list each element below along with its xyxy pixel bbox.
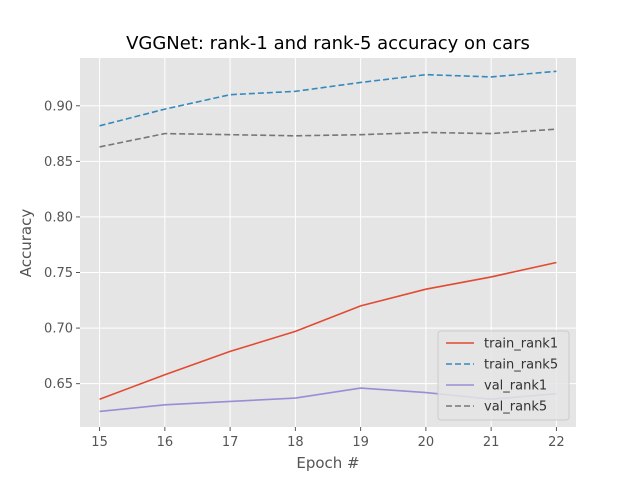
legend-label-val-rank5: val_rank5	[484, 400, 547, 415]
series-line-val-rank5	[99, 128, 557, 148]
y-tick-label: 0.75	[44, 266, 73, 281]
y-tick-label: 0.65	[44, 377, 73, 392]
legend: train_rank1 train_rank5 val_rank1 val_rank5	[437, 330, 570, 421]
y-axis-ticks: 0.65 0.70 0.75 0.80 0.85 0.90	[44, 99, 80, 392]
x-tick-label: 22	[548, 435, 565, 450]
x-tick-label: 18	[287, 435, 304, 450]
grid-lines	[80, 58, 576, 427]
x-axis-ticks: 15 16 17 18 19 20 21 22	[91, 427, 565, 450]
y-tick-label: 0.90	[44, 99, 73, 114]
x-tick-label: 15	[91, 435, 108, 450]
x-tick-label: 17	[222, 435, 239, 450]
y-axis-label: Accuracy	[17, 209, 35, 278]
legend-label-train-rank5: train_rank5	[484, 358, 558, 373]
chart-title: VGGNet: rank-1 and rank-5 accuracy on ca…	[126, 33, 530, 54]
y-tick-label: 0.85	[44, 155, 73, 170]
y-tick-label: 0.70	[44, 322, 73, 337]
y-tick-label: 0.80	[44, 210, 73, 225]
x-tick-label: 21	[483, 435, 500, 450]
x-tick-label: 16	[157, 435, 174, 450]
legend-box	[437, 330, 570, 421]
legend-label-train-rank1: train_rank1	[484, 337, 558, 352]
x-tick-label: 19	[352, 435, 369, 450]
x-tick-label: 20	[418, 435, 435, 450]
series-line-train-rank1	[99, 261, 557, 400]
legend-label-val-rank1: val_rank1	[484, 379, 547, 394]
x-axis-label: Epoch #	[296, 454, 359, 472]
